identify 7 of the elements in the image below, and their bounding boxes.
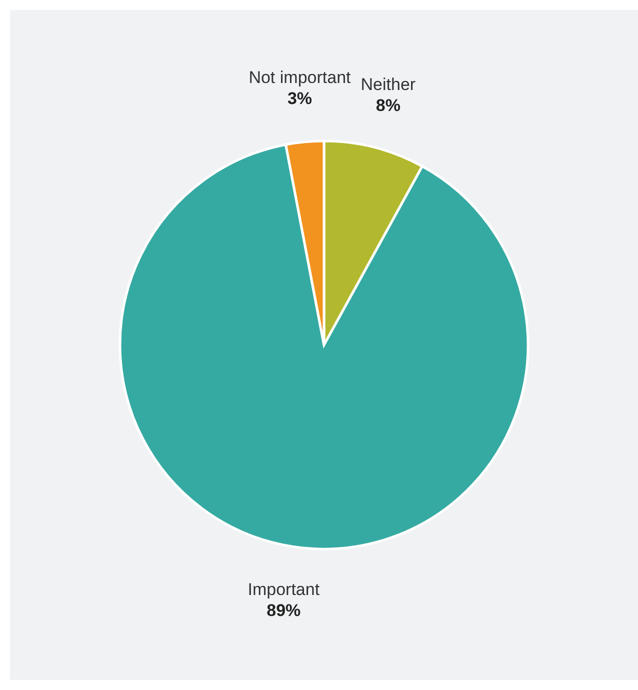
slice-label: Important (248, 580, 320, 599)
slice-label: Not important (248, 68, 352, 88)
pie-slice (118, 143, 529, 550)
slice-label: Neither (360, 75, 416, 94)
data-label: 8% (376, 96, 400, 116)
data-label: 3% (287, 89, 312, 108)
data-label: 89% (266, 600, 301, 620)
